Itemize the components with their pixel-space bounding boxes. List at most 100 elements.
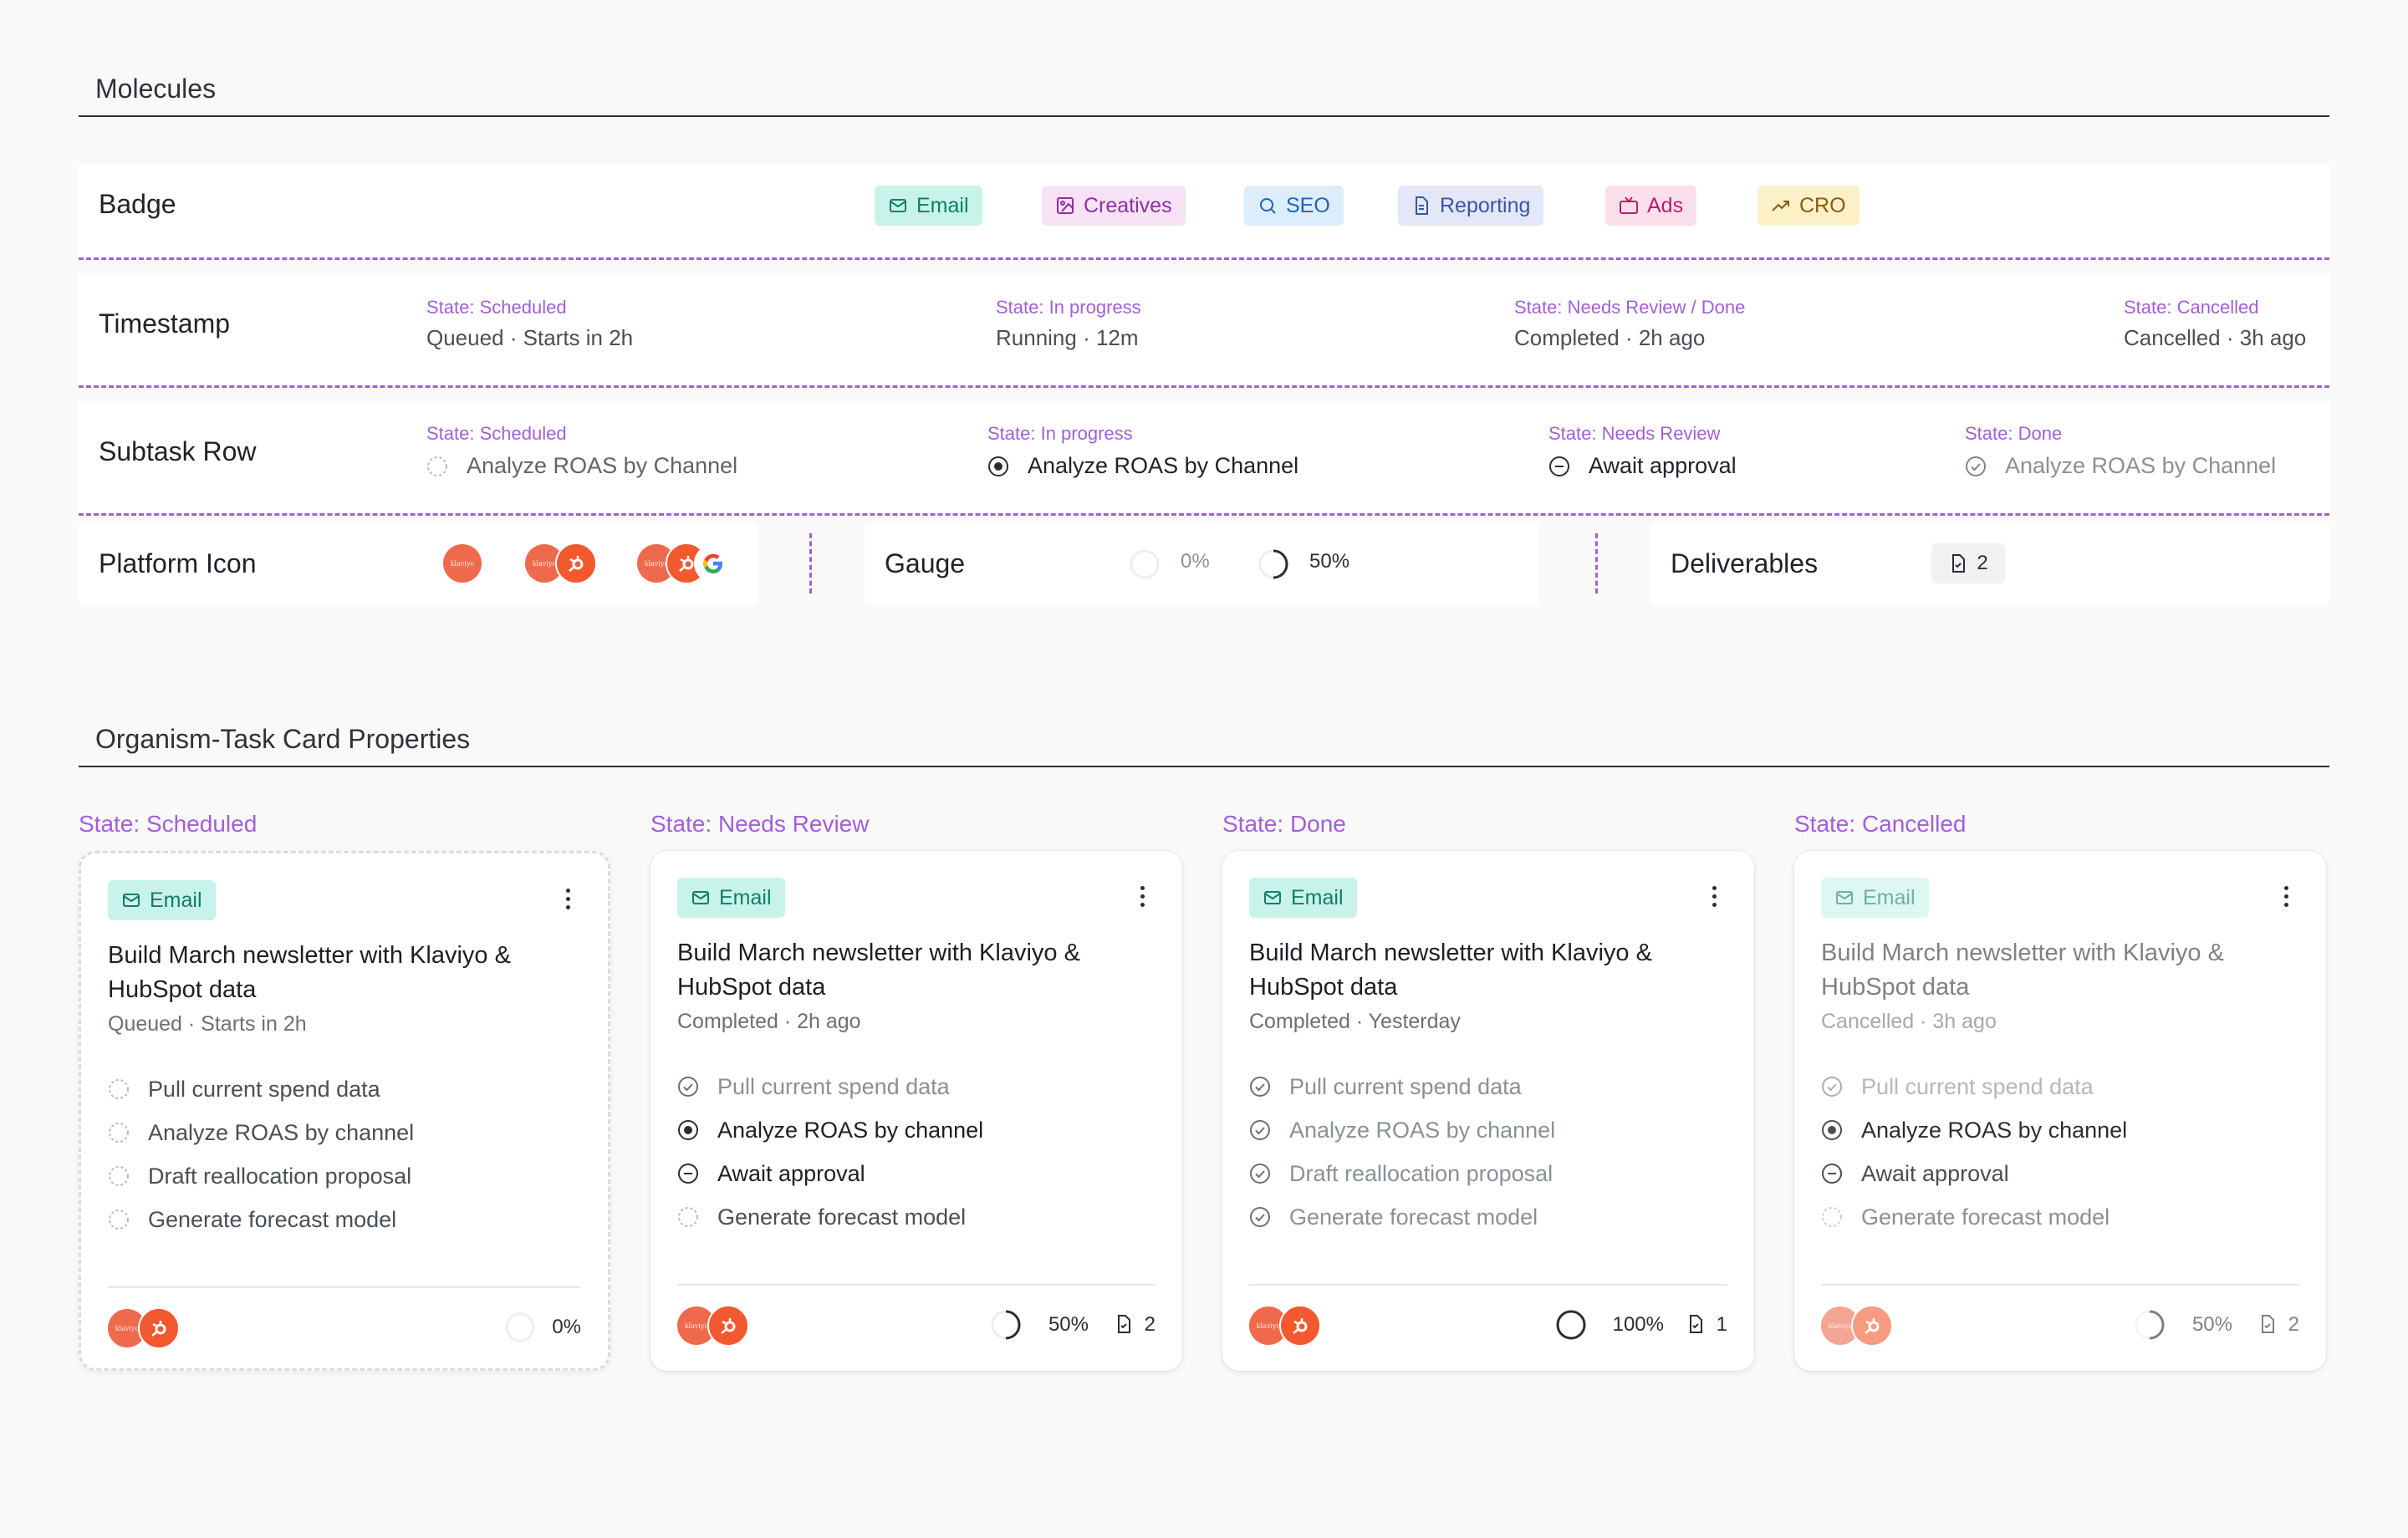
more-options-icon[interactable] — [1140, 886, 1145, 911]
subtask-row: Subtask Row State: Scheduled Analyze ROA… — [79, 401, 2329, 516]
gauge-value: 50% — [1309, 550, 1350, 573]
list-item[interactable]: Await approval — [677, 1152, 983, 1195]
hubspot-logo-icon — [555, 542, 597, 584]
scheduled-status-icon — [1822, 1207, 1842, 1227]
molecule-bottom-row: Platform Icon klaviyo klaviyo klaviyo Ga… — [79, 523, 2329, 603]
needs-review-status-icon — [678, 1164, 698, 1184]
card-meta: Completed · 2h ago — [677, 1010, 861, 1033]
list-item[interactable]: Pull current spend data — [677, 1065, 983, 1108]
card-meta: Queued · Starts in 2h — [108, 1012, 307, 1036]
card-column-needs-review: State: Needs Review Email Build March ne… — [650, 811, 1182, 1371]
list-item[interactable]: Analyze ROAS by channel — [1821, 1108, 2127, 1152]
row-label-badge: Badge — [99, 189, 176, 219]
klaviyo-logo-icon: klaviyo — [677, 1306, 716, 1345]
badge-ads[interactable]: Ads — [1605, 186, 1697, 226]
badge-seo[interactable]: SEO — [1244, 186, 1344, 226]
list-item[interactable]: Analyze ROAS by channel — [1249, 1108, 1555, 1152]
done-status-icon — [1966, 456, 1986, 476]
mail-icon — [123, 894, 140, 907]
trend-up-icon — [1772, 201, 1789, 211]
card-footer: klaviyo 50% 2 — [677, 1302, 1156, 1349]
task-card[interactable]: Email Build March newsletter with Klaviy… — [1222, 851, 1754, 1371]
card-column-scheduled: State: Scheduled Email Build March newsl… — [79, 811, 610, 1371]
document-icon — [1416, 196, 1428, 215]
badge-email[interactable]: Email — [677, 878, 785, 918]
timestamp-cancelled: State: Cancelled Cancelled · 3h ago — [2124, 297, 2307, 350]
card-title: Build March newsletter with Klaviyo & Hu… — [108, 942, 511, 1003]
subtask-item[interactable]: Analyze ROAS by Channel — [426, 453, 737, 479]
divider — [108, 1286, 581, 1288]
row-label-platform: Platform Icon — [99, 548, 257, 578]
list-item[interactable]: Await approval — [1821, 1152, 2127, 1195]
hubspot-logo-icon — [707, 1305, 749, 1347]
subtask-scheduled: State: Scheduled Analyze ROAS by Channel — [426, 423, 738, 479]
card-column-done: State: Done Email Build March newsletter… — [1222, 811, 1754, 1371]
hubspot-logo-icon — [1851, 1305, 1893, 1347]
task-cards: State: Scheduled Email Build March newsl… — [79, 811, 2329, 1379]
task-card[interactable]: Email Build March newsletter with Klaviy… — [79, 851, 610, 1371]
more-options-icon[interactable] — [2284, 886, 2289, 911]
done-status-icon — [1250, 1164, 1270, 1184]
hubspot-logo-icon — [1279, 1305, 1321, 1347]
task-card[interactable]: Email Build March newsletter with Klaviy… — [650, 851, 1182, 1371]
subtask-needs-review: State: Needs Review Await approval — [1548, 423, 1737, 479]
progress-value: 50% — [2191, 1313, 2232, 1336]
mail-icon — [1836, 891, 1853, 904]
task-card[interactable]: Email Build March newsletter with Klaviy… — [1794, 851, 2326, 1371]
deliverables-count: 1 — [1716, 1313, 1727, 1336]
badge-email[interactable]: Email — [108, 880, 216, 920]
document-check-icon — [1118, 1315, 1130, 1333]
section-title-organism: Organism-Task Card Properties — [79, 724, 2329, 767]
subtask-item[interactable]: Analyze ROAS by Channel — [1965, 453, 2276, 479]
list-item[interactable]: Pull current spend data — [1249, 1065, 1555, 1108]
badge-email[interactable]: Email — [1249, 878, 1357, 918]
gauge-ring-icon — [1556, 1310, 1586, 1340]
divider — [1249, 1284, 1727, 1286]
badge-creatives[interactable]: Creatives — [1042, 186, 1186, 226]
needs-review-status-icon — [1549, 456, 1569, 476]
progress-value: 100% — [1612, 1313, 1664, 1336]
row-label-timestamp: Timestamp — [99, 308, 231, 339]
progress-value: 0% — [552, 1316, 581, 1338]
subtask-item[interactable]: Await approval — [1548, 453, 1737, 479]
done-status-icon — [1250, 1120, 1270, 1140]
list-item[interactable]: Draft reallocation proposal — [1249, 1152, 1555, 1195]
divider — [677, 1284, 1156, 1286]
task-list: Pull current spend data Analyze ROAS by … — [1821, 1065, 2127, 1239]
list-item[interactable]: Pull current spend data — [108, 1067, 414, 1111]
done-status-icon — [1822, 1077, 1842, 1097]
scheduled-status-icon — [678, 1207, 698, 1227]
list-item[interactable]: Generate forecast model — [108, 1198, 414, 1241]
more-options-icon[interactable] — [1712, 886, 1717, 911]
deliverables-counter[interactable]: 2 — [1931, 543, 2005, 583]
needs-review-status-icon — [1822, 1164, 1842, 1184]
subtask-in-progress: State: In progress Analyze ROAS by Chann… — [987, 423, 1299, 479]
deliverables-count: 2 — [2288, 1313, 2299, 1336]
list-item[interactable]: Analyze ROAS by channel — [108, 1111, 414, 1154]
subtask-item[interactable]: Analyze ROAS by Channel — [987, 453, 1298, 479]
subtask-done: State: Done Analyze ROAS by Channel — [1965, 423, 2277, 479]
badge-email[interactable]: Email — [875, 186, 982, 226]
list-item[interactable]: Generate forecast model — [1249, 1195, 1555, 1239]
list-item[interactable]: Generate forecast model — [677, 1195, 983, 1239]
timestamp-scheduled: State: Scheduled Queued · Starts in 2h — [426, 297, 634, 350]
list-item[interactable]: Generate forecast model — [1821, 1195, 2127, 1239]
more-options-icon[interactable] — [566, 889, 571, 914]
card-meta: Completed · Yesterday — [1249, 1010, 1461, 1033]
card-title: Build March newsletter with Klaviyo & Hu… — [1249, 940, 1652, 1001]
badge-email[interactable]: Email — [1821, 878, 1929, 918]
divider — [1595, 533, 1598, 593]
badge-cro[interactable]: CRO — [1758, 186, 1860, 226]
in-progress-status-icon — [988, 456, 1008, 476]
task-list: Pull current spend data Analyze ROAS by … — [1249, 1065, 1555, 1239]
mail-icon — [890, 199, 906, 212]
card-footer: klaviyo 100% 1 — [1249, 1302, 1727, 1349]
in-progress-status-icon — [678, 1120, 698, 1140]
badge-reporting[interactable]: Reporting — [1398, 186, 1544, 226]
list-item[interactable]: Pull current spend data — [1821, 1065, 2127, 1108]
list-item[interactable]: Draft reallocation proposal — [108, 1154, 414, 1198]
row-label-deliverables: Deliverables — [1671, 548, 1819, 578]
timestamp-in-progress: State: In progress Running · 12m — [996, 297, 1141, 350]
section-title-molecules: Molecules — [79, 74, 2329, 117]
list-item[interactable]: Analyze ROAS by channel — [677, 1108, 983, 1152]
